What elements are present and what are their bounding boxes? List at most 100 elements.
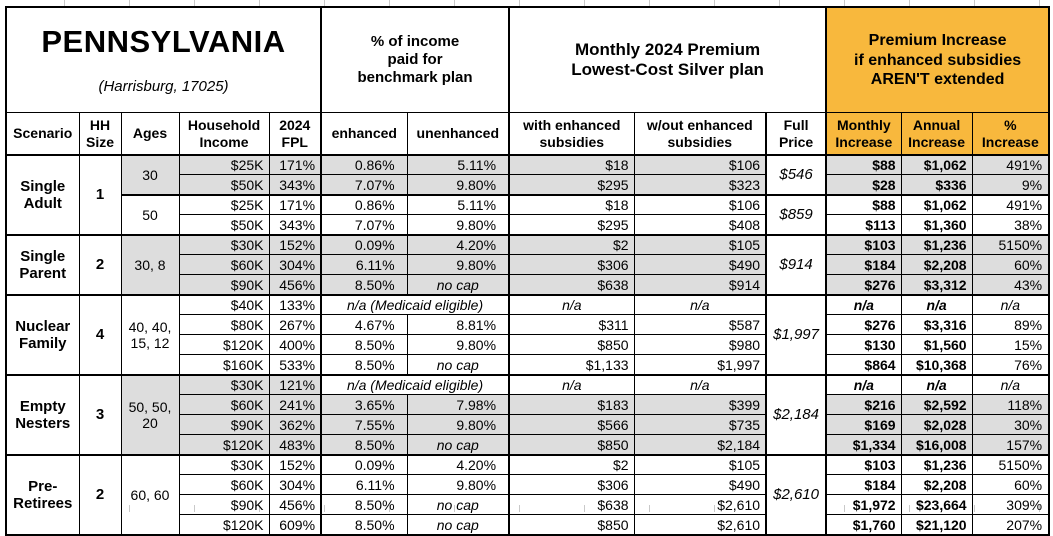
enhanced-pct-cell: 4.67% [320, 314, 408, 336]
monthly-increase-cell: n/a [825, 293, 902, 316]
enhanced-pct-cell: 3.65% [320, 394, 408, 416]
without-subsidy-premium-cell: $735 [633, 414, 767, 436]
fpl-cell: 456% [268, 494, 322, 516]
pct-increase-cell: n/a [971, 293, 1050, 316]
annual-increase-cell: $3,316 [900, 314, 973, 336]
full-price-cell: $859 [765, 193, 828, 236]
fpl-cell: 304% [268, 254, 322, 276]
without-subsidy-premium-cell: $408 [633, 214, 767, 236]
fpl-cell: 456% [268, 274, 322, 296]
fpl-cell: 533% [268, 354, 322, 376]
fpl-cell: 133% [268, 293, 322, 316]
pct-increase-cell: 43% [971, 274, 1050, 296]
without-subsidy-premium-cell: $2,184 [633, 434, 767, 456]
annual-increase-cell: $1,062 [900, 193, 973, 216]
enhanced-pct-cell: 8.50% [320, 514, 408, 536]
without-subsidy-premium-cell: $105 [633, 453, 767, 476]
col-header-hh-size: HH Size [78, 112, 122, 156]
enhanced-pct-cell: 7.07% [320, 214, 408, 236]
fpl-cell: 267% [268, 314, 322, 336]
monthly-increase-cell: $216 [825, 394, 902, 416]
without-subsidy-premium-cell: $1,997 [633, 354, 767, 376]
monthly-increase-cell: $1,334 [825, 434, 902, 456]
fpl-cell: 171% [268, 153, 322, 176]
col-header-income: Household Income [178, 112, 270, 156]
medicaid-eligible-cell: n/a (Medicaid eligible) [320, 293, 510, 316]
income-cell: $120K [178, 514, 270, 536]
enhanced-pct-cell: 6.11% [320, 254, 408, 276]
with-subsidy-premium-cell: $295 [508, 174, 635, 196]
pct-increase-cell: 207% [971, 514, 1050, 536]
pct-increase-cell: 5150% [971, 453, 1050, 476]
pct-increase-cell: 9% [971, 174, 1050, 196]
without-subsidy-premium-cell: $490 [633, 254, 767, 276]
income-cell: $60K [178, 254, 270, 276]
col-header-scenario: Scenario [5, 112, 80, 156]
ages-cell: 50 [120, 193, 180, 236]
table-row: $90K 456% 8.50% no cap $638 $2,610 $1,972 $23,6… [6, 494, 1050, 516]
without-subsidy-premium-cell: $587 [633, 314, 767, 336]
group-header-income-pct: % of income paid for benchmark plan [320, 6, 510, 114]
table-row: $60K 241% 3.65% 7.98% $183 $399 $216 $2,592 118% [6, 394, 1050, 416]
enhanced-pct-cell: 7.07% [320, 174, 408, 196]
enhanced-pct-cell: 0.86% [320, 193, 408, 216]
full-price-cell: $546 [765, 153, 828, 196]
pct-increase-cell: 157% [971, 434, 1050, 456]
col-header-fpl: 2024 FPL [268, 112, 322, 156]
fpl-cell: 304% [268, 474, 322, 496]
column-header-row: Scenario HH Size Ages Household Income 2… [5, 112, 1050, 156]
monthly-increase-cell: $88 [825, 153, 902, 176]
with-subsidy-premium-cell: $183 [508, 394, 635, 416]
monthly-increase-cell: $1,760 [825, 514, 902, 536]
income-cell: $40K [178, 293, 270, 316]
scenario-cell: Empty Nesters [5, 373, 80, 456]
pct-increase-cell: 30% [971, 414, 1050, 436]
monthly-increase-cell: $184 [825, 254, 902, 276]
enhanced-pct-cell: 8.50% [320, 434, 408, 456]
col-header-unenhanced: unenhanced [406, 112, 510, 156]
annual-increase-cell: $1,236 [900, 233, 973, 256]
scenario-cell: Pre-Retirees [5, 453, 80, 536]
ages-cell: 50, 50, 20 [120, 373, 180, 456]
full-price-cell: $1,997 [765, 293, 828, 376]
enhanced-pct-cell: 0.09% [320, 233, 408, 256]
without-subsidy-premium-cell: $106 [633, 153, 767, 176]
unenhanced-pct-cell: 8.81% [406, 314, 510, 336]
enhanced-pct-cell: 8.50% [320, 274, 408, 296]
with-subsidy-premium-cell: $638 [508, 494, 635, 516]
pct-increase-cell: 60% [971, 474, 1050, 496]
monthly-increase-cell: $276 [825, 274, 902, 296]
monthly-increase-cell: $169 [825, 414, 902, 436]
page-title: PENNSYLVANIA [41, 23, 286, 59]
with-subsidy-premium-cell: $850 [508, 334, 635, 356]
monthly-increase-cell: $276 [825, 314, 902, 336]
annual-increase-cell: $10,368 [900, 354, 973, 376]
with-subsidy-premium-cell: $306 [508, 254, 635, 276]
monthly-increase-cell: n/a [825, 373, 902, 396]
pct-increase-cell: 15% [971, 334, 1050, 356]
table-row: 50 $25K 171% 0.86% 5.11% $18 $106 $859 $88 $1,062… [6, 193, 1050, 236]
ages-cell: 30 [120, 153, 180, 196]
income-cell: $120K [178, 434, 270, 456]
pct-increase-cell: 76% [971, 354, 1050, 376]
without-subsidy-premium-cell: $914 [633, 274, 767, 296]
unenhanced-pct-cell: 9.80% [406, 214, 510, 236]
pct-increase-cell: 60% [971, 254, 1050, 276]
enhanced-pct-cell: 8.50% [320, 354, 408, 376]
spreadsheet-gridlines-top [0, 0, 1053, 6]
unenhanced-pct-cell: no cap [406, 434, 510, 456]
pct-increase-cell: 5150% [971, 233, 1050, 256]
monthly-increase-cell: $864 [825, 354, 902, 376]
medicaid-eligible-cell: n/a (Medicaid eligible) [320, 373, 510, 396]
without-subsidy-premium-cell: $980 [633, 334, 767, 356]
monthly-increase-cell: $88 [825, 193, 902, 216]
annual-increase-cell: n/a [900, 293, 973, 316]
income-cell: $30K [178, 373, 270, 396]
annual-increase-cell: $16,008 [900, 434, 973, 456]
hh-size-cell: 2 [78, 453, 122, 536]
fpl-cell: 152% [268, 453, 322, 476]
table-row: $160K 533% 8.50% no cap $1,133 $1,997 $864 $10,… [6, 354, 1050, 376]
fpl-cell: 152% [268, 233, 322, 256]
with-subsidy-premium-cell: $18 [508, 193, 635, 216]
monthly-increase-cell: $130 [825, 334, 902, 356]
